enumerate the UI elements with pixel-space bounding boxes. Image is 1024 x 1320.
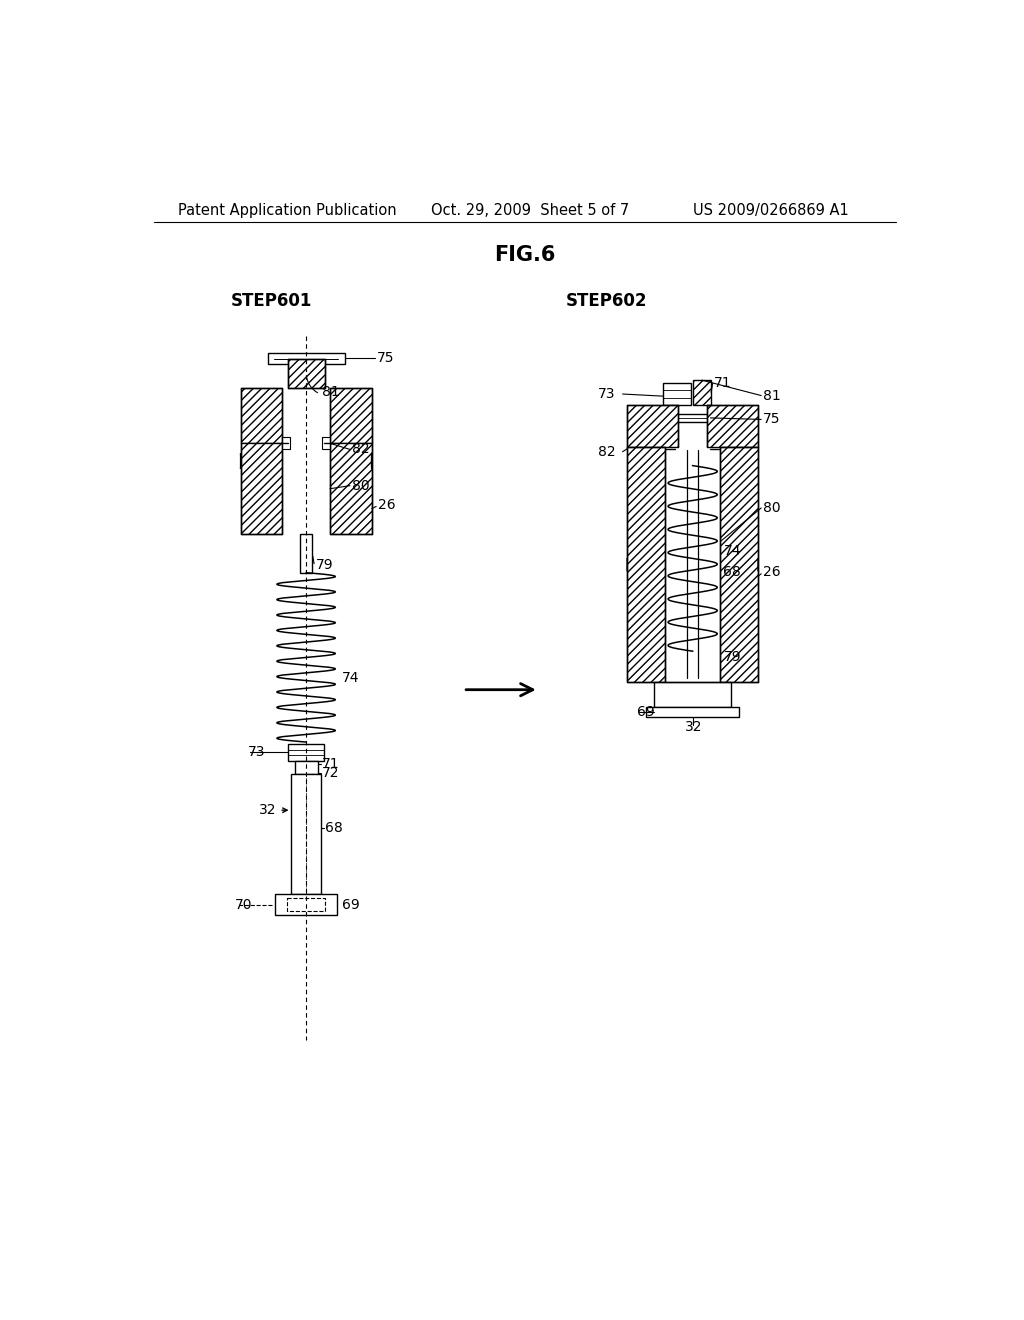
Bar bbox=[287, 899, 326, 911]
Text: Oct. 29, 2009  Sheet 5 of 7: Oct. 29, 2009 Sheet 5 of 7 bbox=[431, 203, 629, 218]
Text: Patent Application Publication: Patent Application Publication bbox=[178, 203, 397, 218]
Text: STEP602: STEP602 bbox=[565, 292, 647, 310]
Bar bbox=[289, 743, 324, 760]
Text: 79: 79 bbox=[724, 651, 741, 664]
Text: 73: 73 bbox=[249, 744, 266, 759]
Polygon shape bbox=[708, 405, 758, 447]
Text: 69: 69 bbox=[342, 898, 359, 912]
Polygon shape bbox=[628, 447, 665, 682]
Text: 32: 32 bbox=[259, 803, 276, 817]
Bar bbox=[295, 760, 317, 775]
Polygon shape bbox=[241, 444, 283, 535]
Text: 71: 71 bbox=[323, 756, 340, 771]
Polygon shape bbox=[628, 405, 678, 447]
Text: 81: 81 bbox=[322, 384, 339, 399]
Text: 75: 75 bbox=[377, 351, 394, 364]
Text: 81: 81 bbox=[763, 388, 780, 403]
Text: 80: 80 bbox=[763, 502, 780, 515]
Text: 69: 69 bbox=[637, 705, 655, 719]
Bar bbox=[292, 775, 321, 894]
Bar bbox=[654, 682, 731, 706]
Bar bbox=[283, 437, 290, 450]
Bar bbox=[300, 535, 312, 573]
Text: 32: 32 bbox=[685, 719, 702, 734]
Text: 75: 75 bbox=[763, 412, 780, 426]
Bar bbox=[275, 894, 337, 915]
Polygon shape bbox=[720, 447, 758, 682]
Text: 26: 26 bbox=[763, 565, 780, 579]
Polygon shape bbox=[241, 388, 283, 444]
Bar bbox=[288, 359, 325, 388]
Text: FIG.6: FIG.6 bbox=[495, 244, 555, 264]
Bar bbox=[323, 437, 330, 450]
Text: 82: 82 bbox=[351, 442, 370, 457]
Polygon shape bbox=[330, 388, 372, 444]
Bar bbox=[664, 383, 691, 405]
Text: 68: 68 bbox=[724, 565, 741, 579]
Text: STEP601: STEP601 bbox=[230, 292, 312, 310]
Bar bbox=[675, 414, 711, 422]
Text: 72: 72 bbox=[323, 766, 340, 780]
Text: 71: 71 bbox=[714, 376, 732, 391]
Text: 26: 26 bbox=[378, 498, 395, 512]
Bar bbox=[267, 354, 345, 364]
Text: 70: 70 bbox=[236, 898, 253, 912]
Polygon shape bbox=[330, 444, 372, 535]
Text: 68: 68 bbox=[326, 821, 343, 836]
Text: 74: 74 bbox=[342, 671, 359, 685]
Bar bbox=[692, 380, 711, 405]
Bar bbox=[646, 706, 739, 718]
Text: US 2009/0266869 A1: US 2009/0266869 A1 bbox=[692, 203, 849, 218]
Text: 82: 82 bbox=[598, 445, 615, 459]
Text: 79: 79 bbox=[316, 558, 334, 572]
Text: 73: 73 bbox=[598, 387, 615, 401]
Text: 80: 80 bbox=[351, 479, 370, 492]
Text: 74: 74 bbox=[724, 544, 741, 558]
